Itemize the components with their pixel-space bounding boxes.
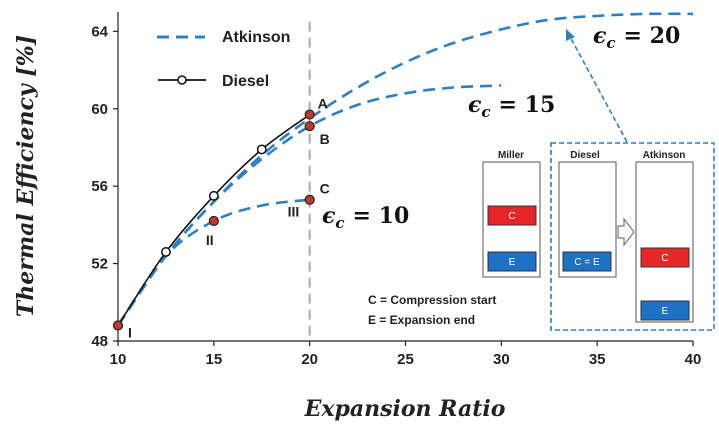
legend-atkinson-label: Atkinson (222, 29, 290, 46)
inset-note-expansion: E = Expansion end (368, 313, 475, 327)
eps10-value: = 10 (353, 203, 410, 229)
point-label-I: I (128, 325, 132, 341)
atkinson-curve-1 (116, 84, 502, 327)
eps20-label: ϵc = 20 (593, 23, 680, 52)
inset-title-atkinson: Atkinson (643, 150, 686, 161)
eps20-subscript: c (606, 34, 615, 52)
miller-expansion-mark: E (509, 257, 516, 268)
atkinson-compression-bar (640, 247, 690, 268)
eps20-value: = 20 (624, 23, 681, 49)
point-label-II: II (206, 232, 214, 248)
inset-diagram: Miller Diesel Atkinson C E C = E C E C =… (368, 29, 715, 331)
atkinson-compression-mark: C (661, 253, 668, 264)
legend-diesel-label: Diesel (222, 73, 269, 90)
point-label-A: A (318, 96, 328, 112)
point-A (304, 109, 315, 120)
eps15-symbol: ϵ (468, 92, 482, 118)
point-label-C: C (320, 181, 330, 197)
atkinson-curve-2 (116, 12, 694, 327)
point-label-B: B (320, 131, 330, 147)
x-tick-label: 35 (589, 351, 606, 368)
markers-group (112, 109, 315, 331)
x-tick-label: 25 (397, 351, 414, 368)
point-B (304, 121, 315, 132)
miller-expansion-bar (487, 251, 537, 272)
eps15-label: ϵc = 15 (468, 92, 555, 121)
eps15-subscript: c (481, 103, 490, 121)
eps10-symbol: ϵ (322, 203, 336, 229)
x-axis-title: Expansion Ratio (304, 396, 506, 422)
x-tick-label: 40 (685, 351, 702, 368)
inset-title-diesel: Diesel (570, 150, 600, 161)
point-C (304, 194, 315, 205)
inset-pointer-arrowhead (566, 29, 575, 41)
diesel-ce-mark: C = E (574, 257, 600, 268)
miller-compression-mark: C (508, 211, 515, 222)
y-tick-label: 56 (91, 178, 108, 195)
atkinson-expansion-bar (640, 300, 690, 321)
x-tick-label: 15 (205, 351, 222, 368)
y-tick-label: 52 (91, 256, 108, 273)
x-tick-label: 30 (493, 351, 510, 368)
inset-title-miller: Miller (498, 150, 524, 161)
diesel-point (256, 144, 267, 155)
diesel-point (160, 247, 171, 257)
inset-pointer-arrow (567, 32, 628, 143)
atkinson-expansion-mark: E (662, 306, 669, 317)
eps15-value: = 15 (499, 92, 556, 118)
axis-ticks: 10 15 20 25 30 35 40 48 52 56 60 64 (91, 23, 701, 368)
y-axis-title: Thermal Efficiency [%] (13, 35, 39, 317)
point-II (208, 215, 219, 227)
inset-note-compression: C = Compression start (368, 293, 496, 307)
y-tick-label: 60 (91, 101, 108, 118)
eps10-subscript: c (335, 214, 344, 232)
miller-compression-bar (487, 205, 537, 226)
eps10-label: ϵc = 10 (322, 203, 409, 232)
legend: Atkinson Diesel (157, 29, 290, 90)
y-tick-label: 48 (91, 333, 108, 350)
eps20-symbol: ϵ (593, 23, 607, 49)
diesel-to-atkinson-arrow (617, 217, 635, 247)
y-tick-label: 64 (91, 23, 108, 40)
diesel-point (208, 190, 219, 201)
x-tick-label: 10 (110, 351, 127, 368)
inset-dashed-frame (550, 142, 715, 331)
diesel-ce-bar (562, 251, 612, 272)
point-label-III: III (288, 204, 300, 220)
x-tick-label: 20 (301, 351, 318, 368)
legend-diesel-marker (177, 75, 187, 85)
point-I (112, 320, 124, 331)
atkinson-cylinder (635, 161, 694, 323)
